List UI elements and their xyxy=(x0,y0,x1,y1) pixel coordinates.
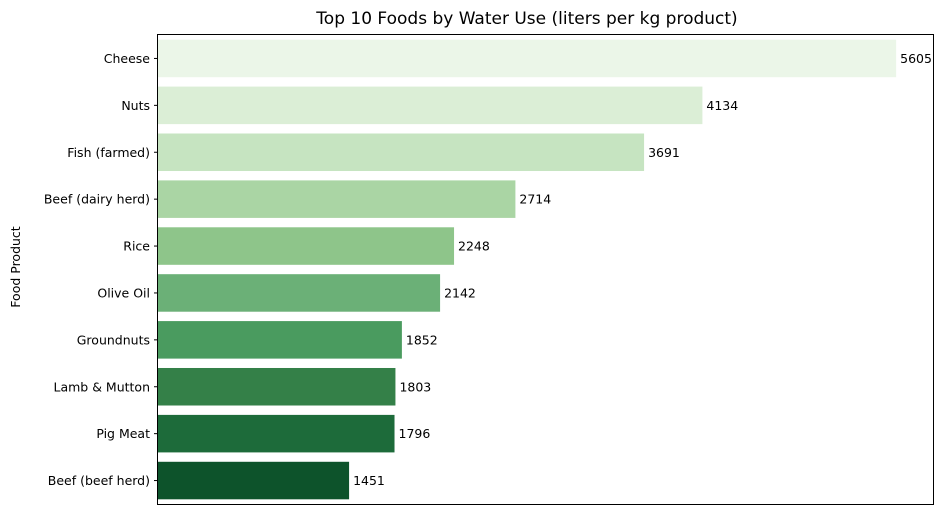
data-label: 1852 xyxy=(406,332,438,347)
y-axis-label: Food Product xyxy=(8,226,23,308)
data-label: 3691 xyxy=(648,145,680,160)
y-tick-label: Beef (beef herd) xyxy=(48,473,150,488)
y-tick-labels: Cheese Nuts Fish (farmed) Beef (dairy herd)… xyxy=(44,51,158,488)
y-tick-label: Lamb & Mutton xyxy=(53,379,150,394)
data-label: 2714 xyxy=(519,192,551,207)
data-label: 1796 xyxy=(399,426,431,441)
data-labels: 5605 4134 3691 2714 2248 2142 1852 1803 1796 1451 xyxy=(353,51,932,488)
y-tick-label: Nuts xyxy=(121,98,150,113)
y-tick-label: Groundnuts xyxy=(77,332,150,347)
data-label: 1803 xyxy=(399,379,431,394)
y-tick-label: Olive Oil xyxy=(97,285,150,300)
bar xyxy=(158,274,441,312)
data-label: 2142 xyxy=(444,285,476,300)
y-tick-label: Pig Meat xyxy=(96,426,150,441)
bars xyxy=(158,39,897,500)
bar xyxy=(158,227,455,265)
y-tick-label: Fish (farmed) xyxy=(67,145,150,160)
chart-title: Top 10 Foods by Water Use (liters per kg… xyxy=(315,9,737,29)
y-tick-label: Beef (dairy herd) xyxy=(44,192,150,207)
data-label: 2248 xyxy=(458,239,490,254)
bar xyxy=(158,180,516,218)
bar xyxy=(158,321,402,359)
bar xyxy=(158,39,897,78)
data-label: 5605 xyxy=(900,51,932,66)
bar xyxy=(158,86,703,125)
bar xyxy=(158,414,395,453)
bar xyxy=(158,367,396,406)
bar xyxy=(158,461,350,500)
data-label: 4134 xyxy=(706,98,738,113)
bar xyxy=(158,133,645,172)
y-tick-label: Rice xyxy=(123,239,150,254)
y-tick-label: Cheese xyxy=(104,51,151,66)
data-label: 1451 xyxy=(353,473,385,488)
